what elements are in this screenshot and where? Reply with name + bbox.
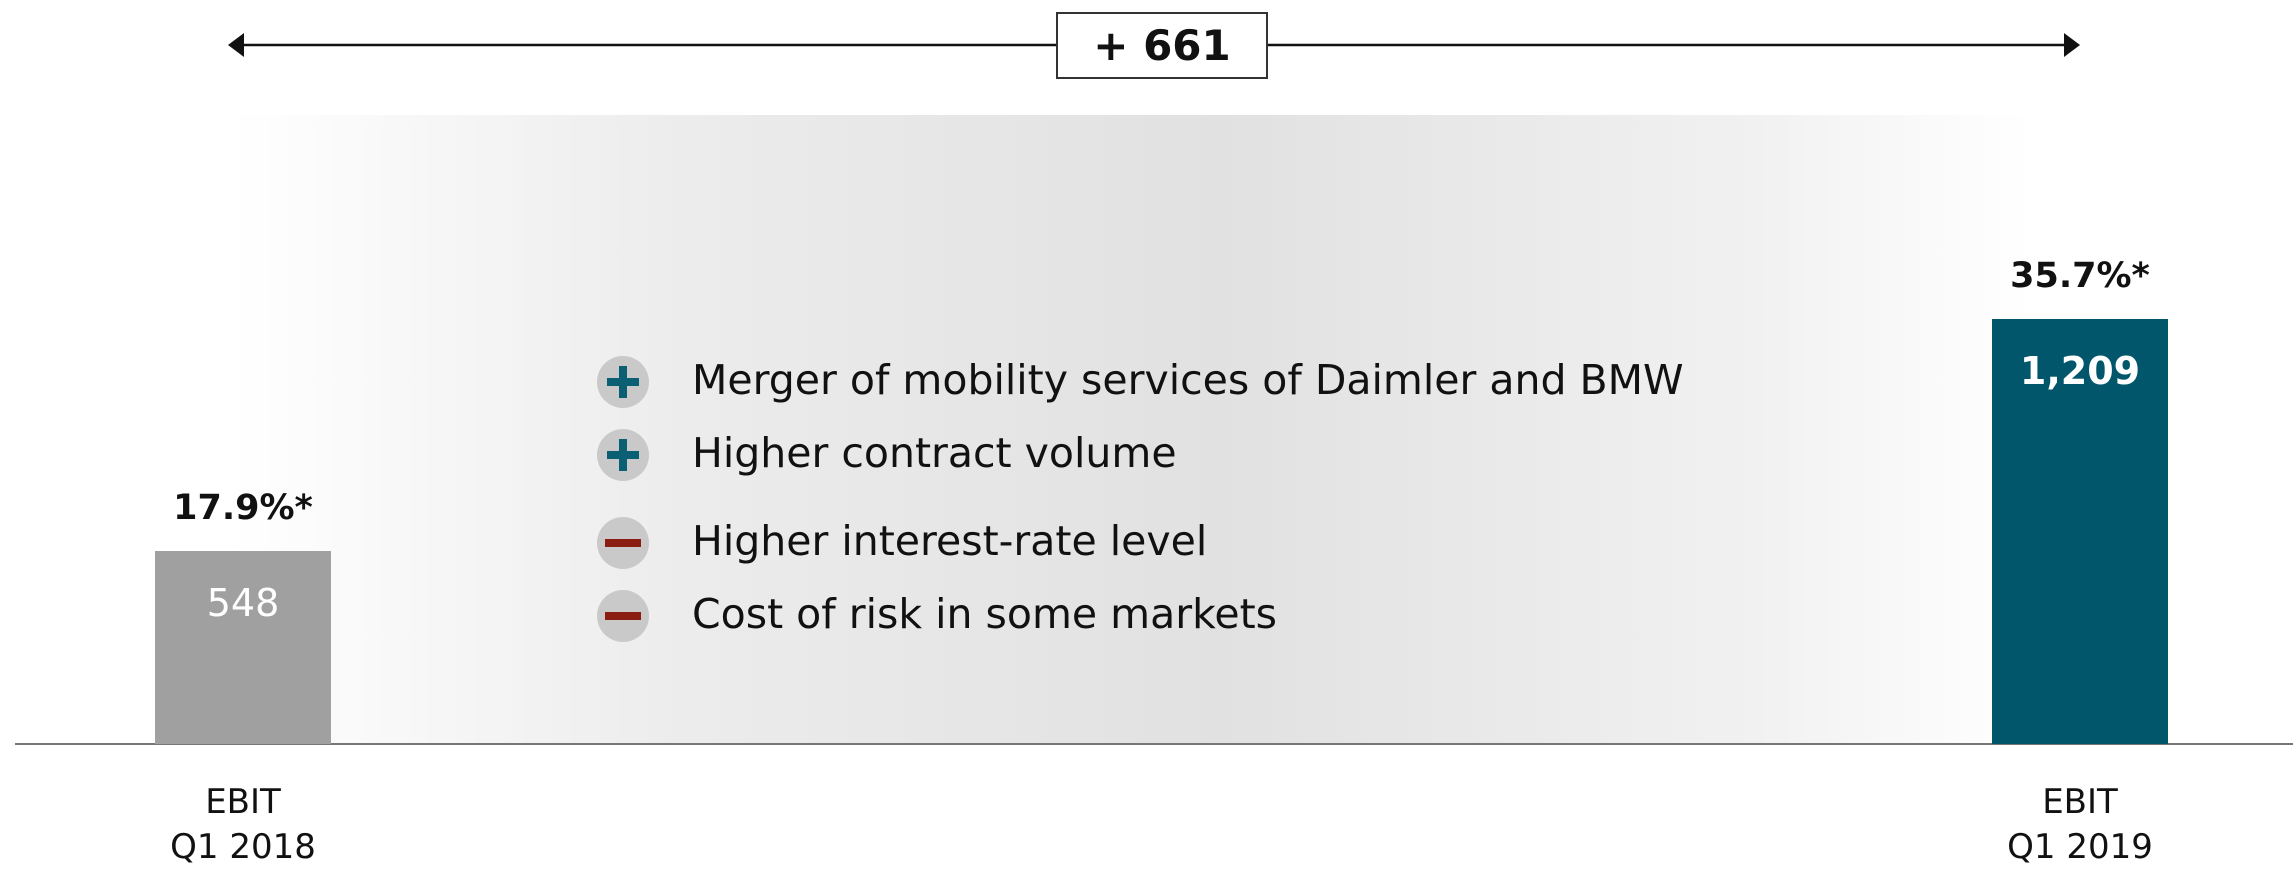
value-label: 1,209	[2019, 349, 2141, 393]
factor-text: Higher contract volume	[692, 429, 1177, 477]
value-label: 548	[206, 581, 280, 626]
bar-annotation: 35.7%*	[2010, 256, 2150, 296]
plus-sign	[619, 439, 627, 471]
category-label: EBIT Q1 2019	[2007, 782, 2153, 867]
arrow-head-right	[2064, 33, 2080, 57]
category-label: EBIT Q1 2018	[170, 782, 316, 867]
bar	[1992, 319, 2168, 744]
difference-label: + 661	[1056, 12, 1268, 79]
arrow-head-left	[228, 33, 244, 57]
background-photo	[230, 115, 2030, 744]
bar	[155, 551, 331, 744]
minus-sign	[605, 539, 641, 547]
factor-text: Cost of risk in some markets	[692, 590, 1278, 638]
factor-text: Higher interest-rate level	[692, 517, 1208, 565]
factor-text: Merger of mobility services of Daimler a…	[692, 356, 1684, 404]
bar-annotation: 17.9%*	[173, 488, 313, 529]
plus-sign	[619, 366, 627, 398]
minus-sign	[605, 612, 641, 620]
